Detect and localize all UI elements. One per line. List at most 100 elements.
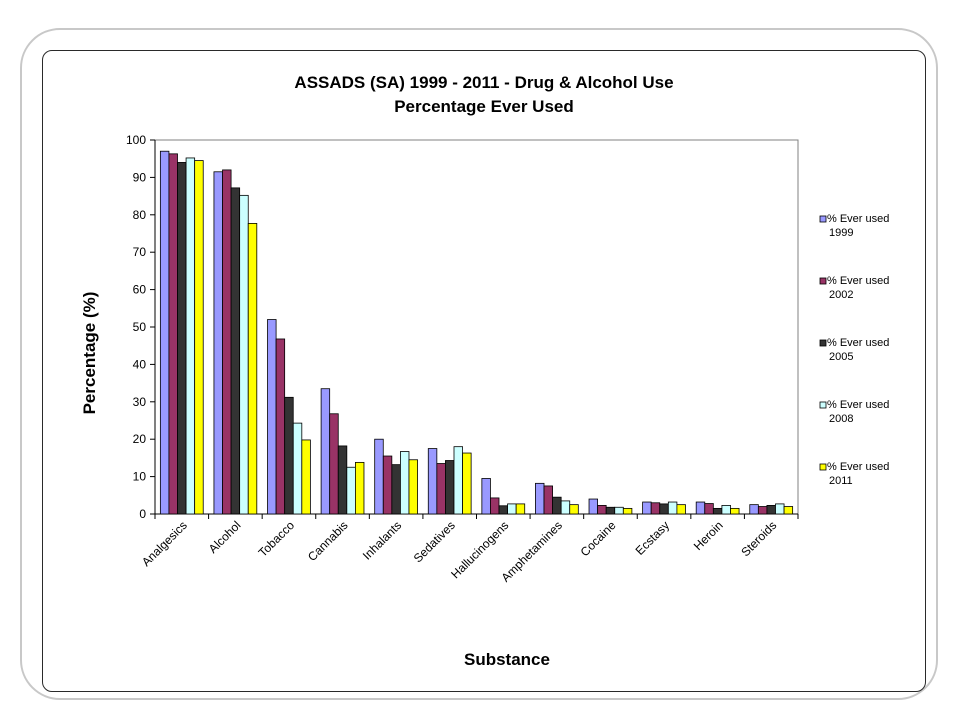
bar-hallucinogens-1: [481, 478, 491, 515]
bar-heroin-1: [695, 501, 706, 515]
x-tick-label: Sedatives: [411, 518, 458, 565]
plot-area: [154, 139, 799, 515]
legend-swatch: [819, 339, 827, 347]
bar-ecstasy-3: [659, 503, 669, 515]
bar-inhalants-5: [408, 459, 418, 515]
bar-hallucinogens-5: [515, 503, 526, 515]
bar-alcohol-1: [213, 171, 223, 515]
bar-hallucinogens-2: [490, 497, 500, 515]
y-tick-label: 70: [133, 245, 147, 259]
bar-tobacco-4: [292, 422, 303, 515]
bar-amphetamines-2: [543, 485, 553, 515]
bar-steroids-2: [757, 506, 768, 515]
bar-cocaine-2: [597, 504, 607, 515]
bar-tobacco-2: [275, 338, 286, 515]
bar-ecstasy-1: [642, 501, 652, 515]
x-tick-label: Alcohol: [206, 518, 244, 556]
bar-ecstasy-4: [667, 501, 678, 515]
legend-swatch: [819, 463, 827, 471]
bar-inhalants-1: [374, 438, 384, 515]
bar-alcohol-4: [239, 194, 249, 515]
legend-label: % Ever used: [827, 399, 889, 411]
bar-tobacco-5: [301, 439, 311, 515]
bar-amphetamines-1: [535, 482, 545, 515]
bar-hallucinogens-4: [507, 503, 517, 515]
y-axis: 0 10 20 30 40 50 60 70 80 90 100: [126, 133, 156, 521]
bar-heroin-5: [730, 507, 740, 515]
x-tick-label: Tobacco: [256, 518, 298, 560]
x-tick-label: Analgesics: [139, 518, 190, 569]
bar-inhalants-2: [382, 455, 393, 515]
x-tick-label: Ecstasy: [633, 518, 673, 558]
y-tick-label: 50: [133, 320, 147, 334]
bar-amphetamines-4: [560, 500, 571, 515]
bar-amphetamines-3: [552, 496, 562, 515]
bar-sedatives-3: [445, 460, 455, 515]
legend-label: % Ever used: [827, 213, 889, 225]
x-axis: Analgesics Alcohol Tobacco Cannabis Inhalant…: [139, 513, 799, 585]
bar-analgesics-2: [168, 153, 178, 515]
y-tick-label: 30: [133, 395, 147, 409]
bar-steroids-1: [749, 504, 759, 515]
bar-ecstasy-2: [650, 502, 661, 515]
bar-analgesics-1: [159, 150, 170, 515]
legend-label: 2011: [829, 475, 853, 487]
bar-analgesics-5: [194, 160, 204, 515]
bar-amphetamines-5: [569, 504, 579, 515]
legend-label: 2008: [829, 413, 853, 425]
x-tick-label: Cannabis: [305, 518, 351, 564]
y-tick-label: 60: [133, 283, 147, 297]
bar-heroin-4: [721, 504, 731, 515]
bar-cocaine-4: [614, 506, 624, 515]
y-tick-label: 0: [139, 507, 146, 521]
bar-cannabis-1: [320, 388, 331, 515]
x-tick-label: Heroin: [691, 518, 726, 553]
x-axis-title: Substance: [464, 650, 550, 669]
bar-cannabis-2: [329, 413, 339, 515]
x-tick-label: Inhalants: [360, 518, 404, 562]
chart-title: ASSADS (SA) 1999 - 2011 - Drug & Alcohol…: [294, 73, 673, 92]
bar-steroids-5: [783, 506, 794, 515]
bar-cocaine-5: [622, 507, 633, 515]
bar-sedatives-2: [436, 463, 446, 515]
bar-inhalants-3: [391, 464, 401, 515]
y-tick-label: 20: [133, 432, 147, 446]
bar-cannabis-3: [337, 445, 348, 515]
chart-subtitle: Percentage Ever Used: [394, 97, 574, 116]
bar-cannabis-5: [355, 461, 365, 515]
bar-analgesics-3: [177, 162, 187, 515]
bar-cocaine-3: [605, 506, 616, 515]
legend-swatch: [819, 277, 827, 285]
bar-ecstasy-5: [676, 504, 686, 515]
bar-cannabis-4: [346, 466, 356, 515]
legend-label: 2002: [829, 289, 853, 301]
legend-label: % Ever used: [827, 337, 889, 349]
bar-sedatives-1: [427, 448, 438, 515]
bars: [159, 150, 794, 515]
legend: % Ever used 1999 % Ever used 2002 % Ever use…: [819, 213, 889, 487]
bar-hallucinogens-3: [498, 505, 508, 515]
bar-steroids-4: [775, 503, 785, 515]
bar-sedatives-4: [453, 446, 463, 515]
legend-swatch: [819, 401, 827, 409]
bar-steroids-3: [766, 504, 776, 515]
y-tick-label: 100: [126, 133, 146, 147]
legend-label: % Ever used: [827, 275, 889, 287]
legend-swatch: [819, 215, 827, 223]
bar-alcohol-3: [230, 187, 241, 515]
bar-tobacco-1: [267, 319, 277, 515]
legend-label: % Ever used: [827, 461, 889, 473]
y-tick-label: 10: [133, 470, 147, 484]
y-axis-title: Percentage (%): [80, 292, 99, 415]
bar-inhalants-4: [400, 451, 410, 515]
bar-alcohol-5: [247, 223, 258, 515]
x-tick-label: Steroids: [738, 518, 779, 559]
bar-sedatives-5: [462, 452, 472, 515]
y-tick-label: 40: [133, 357, 147, 371]
bar-tobacco-3: [284, 396, 294, 515]
bar-alcohol-2: [222, 169, 232, 515]
legend-label: 2005: [829, 351, 853, 363]
bar-cocaine-1: [588, 498, 598, 515]
bar-heroin-3: [712, 507, 723, 515]
